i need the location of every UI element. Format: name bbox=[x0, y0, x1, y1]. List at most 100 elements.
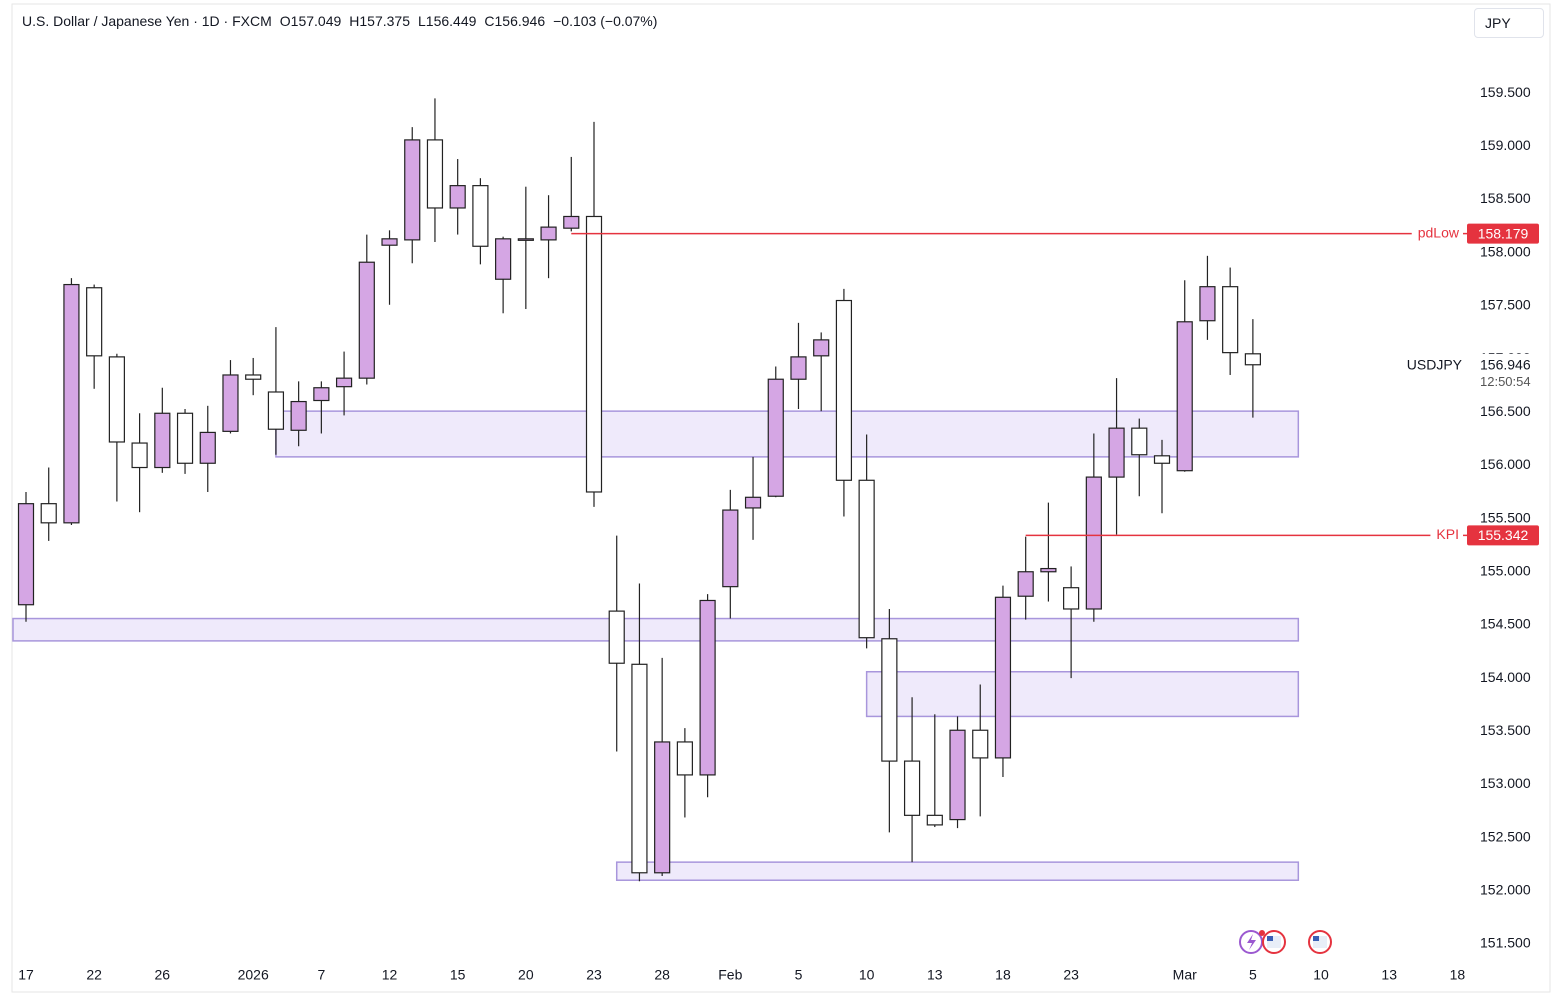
candle-body bbox=[744, 496, 762, 509]
candle-body bbox=[313, 387, 330, 402]
ohlc-open: O157.049 bbox=[279, 13, 342, 29]
y-tick-label: 155.000 bbox=[1480, 562, 1531, 578]
candle-body bbox=[131, 442, 148, 469]
level-price-label: 155.342 bbox=[1478, 527, 1529, 543]
x-tick-label: Feb bbox=[718, 967, 742, 983]
candle-body bbox=[426, 139, 444, 209]
level-price-label: 158.179 bbox=[1478, 225, 1529, 241]
candles bbox=[17, 98, 1261, 882]
last-price-symbol: USDJPY bbox=[1407, 356, 1463, 372]
candle-body bbox=[994, 596, 1012, 759]
y-tick-label: 159.000 bbox=[1480, 137, 1531, 153]
candle-body bbox=[972, 729, 989, 759]
candle-body bbox=[1222, 286, 1239, 354]
level-price-tag bbox=[1467, 525, 1539, 546]
x-tick-label: 26 bbox=[155, 967, 171, 983]
candle-body bbox=[1017, 571, 1034, 597]
candle-body bbox=[1085, 476, 1102, 610]
candle-body bbox=[813, 339, 830, 357]
y-tick-label: 152.500 bbox=[1480, 828, 1531, 844]
y-tick-label: 153.500 bbox=[1480, 722, 1531, 738]
candle-body bbox=[1131, 427, 1148, 456]
level-price-tag bbox=[1467, 223, 1539, 244]
candle-body bbox=[358, 261, 375, 379]
y-tick-label: 158.500 bbox=[1480, 190, 1531, 206]
ohlc-high: H157.375 bbox=[349, 13, 410, 29]
x-tick-label: 20 bbox=[518, 967, 534, 983]
event-icons bbox=[1239, 930, 1332, 954]
candle-body bbox=[449, 185, 466, 209]
candle-body bbox=[881, 638, 898, 762]
candle-body bbox=[767, 378, 784, 497]
header: U.S. Dollar / Japanese Yen · 1D · FXCM O1… bbox=[22, 13, 665, 29]
candle-body bbox=[722, 509, 739, 588]
x-tick-label: 10 bbox=[1313, 967, 1329, 983]
last-price-label: 156.946 bbox=[1480, 356, 1531, 372]
y-tick-label: 155.500 bbox=[1480, 509, 1531, 525]
x-tick-label: 13 bbox=[1381, 967, 1397, 983]
candle-body bbox=[1040, 567, 1057, 573]
x-tick-label: 12 bbox=[382, 967, 398, 983]
candle-body bbox=[540, 226, 557, 241]
zone bbox=[865, 670, 1300, 718]
candle-body bbox=[86, 287, 103, 357]
candle-body bbox=[790, 356, 807, 380]
x-tick-label: 18 bbox=[1450, 967, 1466, 983]
level-name: pdLow bbox=[1418, 224, 1460, 240]
x-tick-label: 13 bbox=[927, 967, 943, 983]
x-tick-label: 7 bbox=[317, 967, 325, 983]
zone bbox=[12, 617, 1300, 642]
y-tick-label: 151.500 bbox=[1480, 935, 1531, 951]
level-name: KPI bbox=[1436, 526, 1459, 542]
x-tick-label: 5 bbox=[795, 967, 803, 983]
x-tick-label: Mar bbox=[1173, 967, 1197, 983]
x-tick-label: 5 bbox=[1249, 967, 1257, 983]
candle-body bbox=[381, 238, 398, 246]
candle-body bbox=[926, 814, 943, 826]
candle-body bbox=[290, 400, 307, 431]
y-tick-label: 152.000 bbox=[1480, 882, 1531, 898]
candle-body bbox=[631, 663, 648, 874]
x-tick-label: 28 bbox=[654, 967, 670, 983]
candle-body bbox=[335, 377, 353, 388]
x-tick-label: 22 bbox=[86, 967, 102, 983]
x-tick-label: 17 bbox=[18, 967, 34, 983]
candle-body bbox=[17, 503, 35, 606]
y-tick-label: 157.500 bbox=[1480, 297, 1531, 313]
x-tick-label: 23 bbox=[586, 967, 602, 983]
countdown: 12:50:54 bbox=[1480, 374, 1531, 389]
y-tick-label: 156.000 bbox=[1480, 456, 1531, 472]
candle-body bbox=[676, 741, 693, 776]
candle-body bbox=[608, 610, 625, 664]
currency-button[interactable]: JPY bbox=[1474, 8, 1544, 38]
x-tick-label: 18 bbox=[995, 967, 1011, 983]
frame bbox=[11, 3, 1551, 993]
candle-body bbox=[245, 374, 262, 380]
ohlc-low: L156.449 bbox=[418, 13, 477, 29]
y-tick-label: 154.000 bbox=[1480, 669, 1531, 685]
candle-body bbox=[1063, 587, 1080, 610]
x-tick-label: 23 bbox=[1063, 967, 1079, 983]
candle-body bbox=[63, 283, 80, 524]
candle-body bbox=[699, 599, 716, 776]
last-price-tag bbox=[1471, 353, 1547, 392]
x-tick-label: 10 bbox=[859, 967, 875, 983]
y-tick-label: 159.500 bbox=[1480, 84, 1531, 100]
ohlc-change: −0.103 (−0.07%) bbox=[553, 13, 658, 29]
candle-body bbox=[949, 729, 966, 821]
candle-body bbox=[517, 238, 534, 241]
zone bbox=[615, 861, 1300, 881]
candle-body bbox=[654, 741, 671, 874]
candle-body bbox=[903, 760, 921, 816]
symbol-title: U.S. Dollar / Japanese Yen · 1D · FXCM bbox=[22, 13, 272, 29]
candle-body bbox=[1244, 353, 1261, 366]
y-tick-label: 158.000 bbox=[1480, 243, 1531, 259]
candle-body bbox=[585, 215, 603, 493]
candle-body bbox=[1153, 455, 1171, 464]
candle-body bbox=[858, 479, 875, 639]
candle-body bbox=[835, 299, 853, 481]
candle-body bbox=[1176, 321, 1193, 472]
candle-body bbox=[154, 412, 171, 469]
